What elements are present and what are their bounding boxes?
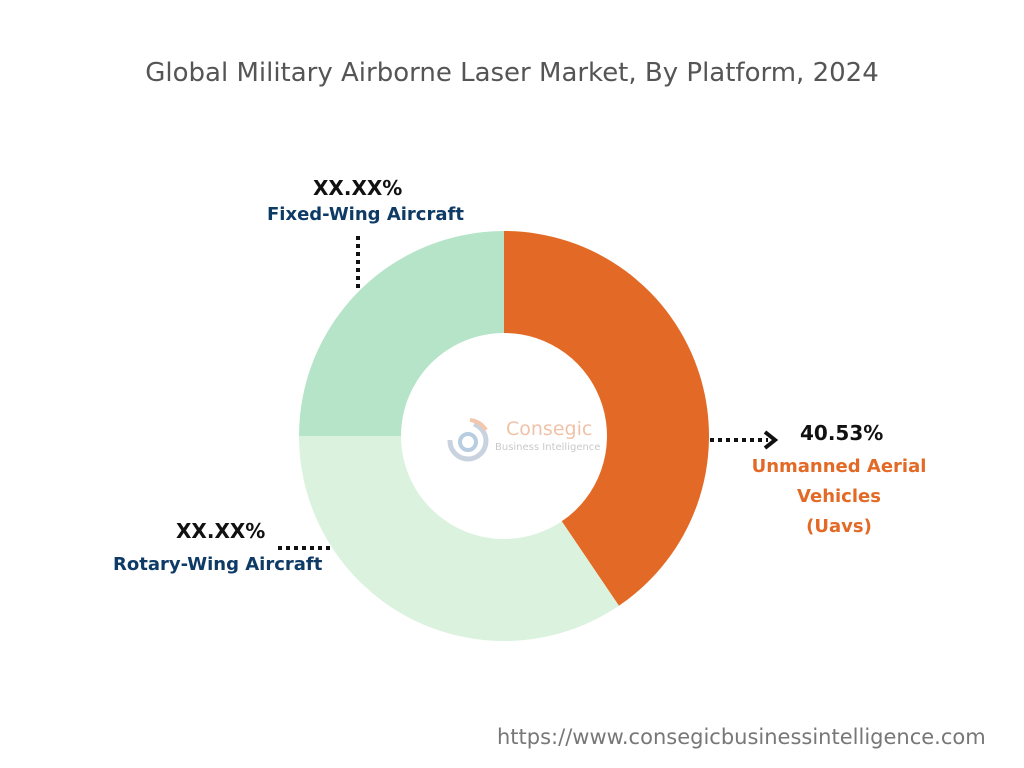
arrow-head-icon bbox=[763, 430, 779, 450]
rotary-wing-label: Rotary-Wing Aircraft bbox=[113, 554, 323, 575]
logo: Consegic Business Intelligence bbox=[440, 410, 610, 466]
uav-label-line2: (Uavs) bbox=[806, 516, 872, 537]
slice-fixed-wing-aircraft bbox=[299, 231, 504, 436]
logo-tagline: Business Intelligence bbox=[495, 442, 601, 453]
logo-mark-icon bbox=[447, 418, 489, 462]
slice-rotary-wing-aircraft bbox=[299, 436, 619, 642]
slice-unmanned-aerial-vehicles-uavs bbox=[504, 231, 709, 606]
uav-value: 40.53% bbox=[800, 421, 884, 445]
uav-label-line1: Unmanned Aerial Vehicles bbox=[751, 456, 927, 507]
fixed-wing-value: XX.XX% bbox=[313, 176, 403, 200]
chart-title: Global Military Airborne Laser Market, B… bbox=[145, 58, 879, 88]
fixed-wing-label: Fixed-Wing Aircraft bbox=[267, 204, 464, 225]
source-url[interactable]: https://www.consegicbusinessintelligence… bbox=[497, 725, 986, 749]
logo-name: Consegic bbox=[506, 418, 593, 440]
rotary-wing-value: XX.XX% bbox=[176, 519, 266, 543]
uav-label: Unmanned Aerial Vehicles (Uavs) bbox=[709, 452, 969, 542]
